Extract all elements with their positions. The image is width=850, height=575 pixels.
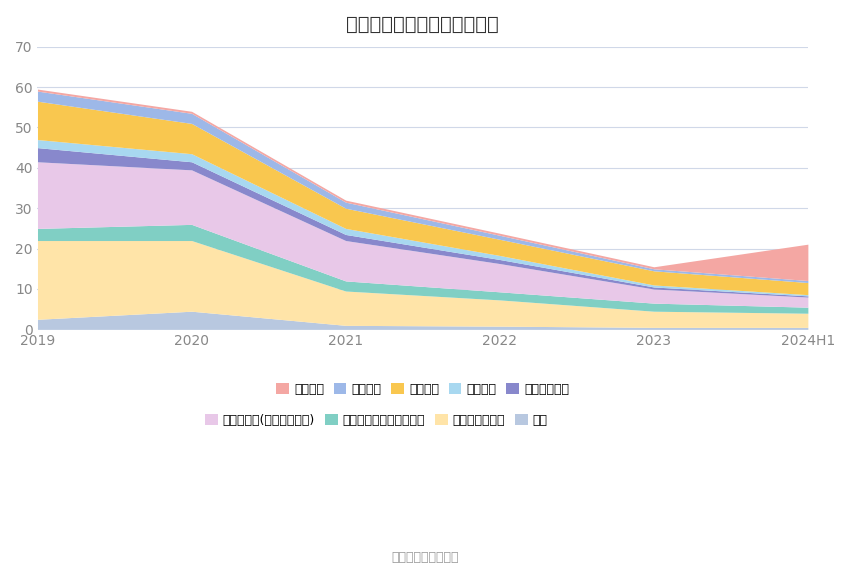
Title: 历年主要负债堆积图（亿元）: 历年主要负债堆积图（亿元） <box>346 15 499 34</box>
Legend: 其他应付款(含利息和股利), 一年内到期的非流动负债, 长期应付款合计, 其它: 其他应付款(含利息和股利), 一年内到期的非流动负债, 长期应付款合计, 其它 <box>201 409 552 432</box>
Text: 数据来源：恒生聚源: 数据来源：恒生聚源 <box>391 551 459 564</box>
